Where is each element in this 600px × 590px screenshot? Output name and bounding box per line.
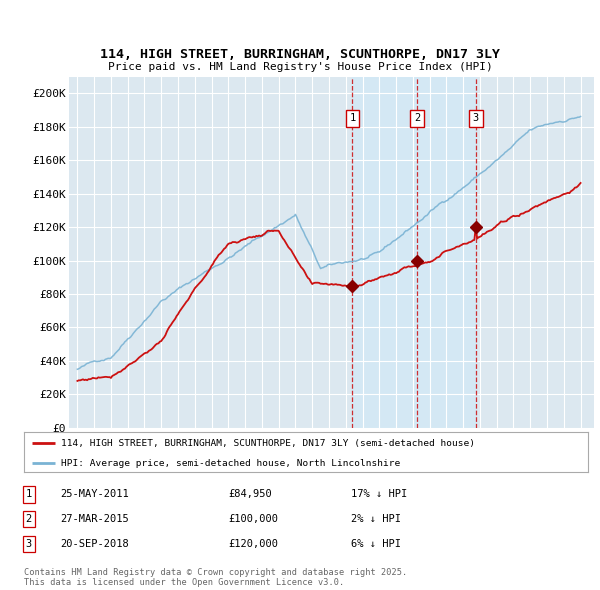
Text: Contains HM Land Registry data © Crown copyright and database right 2025.
This d: Contains HM Land Registry data © Crown c… (24, 568, 407, 587)
Text: 2: 2 (26, 514, 32, 524)
Text: 17% ↓ HPI: 17% ↓ HPI (351, 490, 407, 499)
Text: 2: 2 (414, 113, 420, 123)
Text: £100,000: £100,000 (228, 514, 278, 524)
Bar (352, 77, 476, 428)
Text: 25-MAY-2011: 25-MAY-2011 (60, 490, 129, 499)
Text: 114, HIGH STREET, BURRINGHAM, SCUNTHORPE, DN17 3LY: 114, HIGH STREET, BURRINGHAM, SCUNTHORPE… (100, 48, 500, 61)
Text: 114, HIGH STREET, BURRINGHAM, SCUNTHORPE, DN17 3LY (semi-detached house): 114, HIGH STREET, BURRINGHAM, SCUNTHORPE… (61, 438, 475, 448)
Text: 2% ↓ HPI: 2% ↓ HPI (351, 514, 401, 524)
Text: 1: 1 (26, 490, 32, 499)
Text: £120,000: £120,000 (228, 539, 278, 549)
Text: 20-SEP-2018: 20-SEP-2018 (60, 539, 129, 549)
Text: 3: 3 (473, 113, 479, 123)
Text: 27-MAR-2015: 27-MAR-2015 (60, 514, 129, 524)
Text: 1: 1 (349, 113, 356, 123)
Text: Price paid vs. HM Land Registry's House Price Index (HPI): Price paid vs. HM Land Registry's House … (107, 62, 493, 72)
Text: 3: 3 (26, 539, 32, 549)
Text: 6% ↓ HPI: 6% ↓ HPI (351, 539, 401, 549)
Text: £84,950: £84,950 (228, 490, 272, 499)
Text: HPI: Average price, semi-detached house, North Lincolnshire: HPI: Average price, semi-detached house,… (61, 458, 400, 468)
